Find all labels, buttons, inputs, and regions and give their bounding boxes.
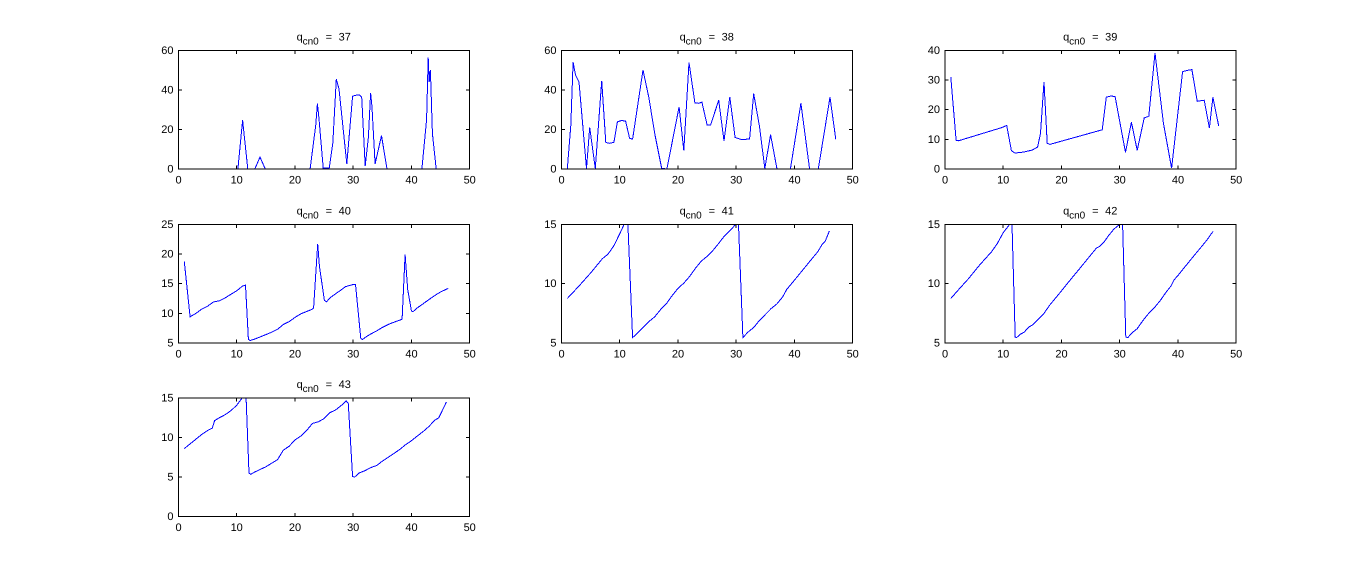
- svg-text:cn0: cn0: [303, 384, 320, 395]
- svg-text:10: 10: [161, 432, 173, 444]
- svg-text:15: 15: [161, 278, 173, 290]
- svg-text:30: 30: [1114, 175, 1126, 187]
- svg-text:0: 0: [558, 348, 564, 360]
- svg-text:5: 5: [934, 337, 940, 349]
- svg-text:25: 25: [161, 219, 173, 231]
- svg-text:20: 20: [289, 348, 301, 360]
- svg-text:10: 10: [231, 175, 243, 187]
- svg-text:cn0: cn0: [1069, 36, 1086, 47]
- svg-text:42: 42: [1105, 205, 1117, 217]
- svg-text:30: 30: [730, 348, 742, 360]
- svg-text:30: 30: [347, 522, 359, 534]
- svg-text:40: 40: [788, 175, 800, 187]
- svg-text:40: 40: [405, 348, 417, 360]
- svg-text:15: 15: [544, 219, 556, 231]
- svg-text:20: 20: [289, 175, 301, 187]
- svg-text:50: 50: [847, 175, 859, 187]
- svg-text:cn0: cn0: [686, 210, 703, 221]
- svg-text:20: 20: [672, 175, 684, 187]
- svg-text:10: 10: [997, 348, 1009, 360]
- svg-text:cn0: cn0: [686, 36, 703, 47]
- svg-text:0: 0: [550, 164, 556, 176]
- svg-text:=: =: [326, 379, 332, 391]
- svg-text:10: 10: [928, 134, 940, 146]
- svg-text:39: 39: [1105, 31, 1117, 43]
- svg-text:20: 20: [672, 348, 684, 360]
- svg-text:0: 0: [175, 522, 181, 534]
- svg-text:50: 50: [847, 348, 859, 360]
- svg-text:cn0: cn0: [303, 210, 320, 221]
- svg-text:30: 30: [730, 175, 742, 187]
- svg-text:0: 0: [175, 348, 181, 360]
- svg-text:30: 30: [347, 348, 359, 360]
- svg-text:q: q: [680, 205, 686, 217]
- svg-text:5: 5: [550, 337, 556, 349]
- svg-text:50: 50: [1230, 175, 1242, 187]
- svg-text:=: =: [326, 205, 332, 217]
- svg-text:50: 50: [1230, 348, 1242, 360]
- svg-text:30: 30: [928, 75, 940, 87]
- svg-text:50: 50: [464, 348, 476, 360]
- svg-text:5: 5: [167, 472, 173, 484]
- svg-text:=: =: [326, 31, 332, 43]
- svg-text:10: 10: [544, 278, 556, 290]
- svg-text:40: 40: [788, 348, 800, 360]
- svg-text:0: 0: [558, 175, 564, 187]
- svg-text:cn0: cn0: [303, 36, 320, 47]
- svg-text:0: 0: [175, 175, 181, 187]
- svg-text:20: 20: [928, 104, 940, 116]
- svg-text:40: 40: [544, 84, 556, 96]
- svg-text:0: 0: [167, 164, 173, 176]
- svg-text:10: 10: [161, 308, 173, 320]
- svg-text:q: q: [297, 205, 303, 217]
- svg-text:40: 40: [405, 175, 417, 187]
- svg-text:60: 60: [161, 45, 173, 57]
- svg-text:10: 10: [928, 278, 940, 290]
- svg-text:10: 10: [997, 175, 1009, 187]
- svg-text:20: 20: [544, 124, 556, 136]
- svg-text:10: 10: [614, 175, 626, 187]
- svg-text:50: 50: [464, 175, 476, 187]
- svg-text:15: 15: [928, 219, 940, 231]
- svg-text:10: 10: [231, 348, 243, 360]
- svg-text:37: 37: [339, 31, 351, 43]
- svg-text:60: 60: [544, 45, 556, 57]
- svg-text:15: 15: [161, 393, 173, 405]
- svg-text:20: 20: [161, 249, 173, 261]
- svg-text:41: 41: [722, 205, 734, 217]
- svg-text:40: 40: [1172, 348, 1184, 360]
- svg-text:40: 40: [339, 205, 351, 217]
- svg-text:40: 40: [405, 522, 417, 534]
- svg-text:0: 0: [167, 511, 173, 523]
- svg-text:=: =: [1092, 205, 1098, 217]
- svg-text:20: 20: [161, 124, 173, 136]
- svg-text:30: 30: [347, 175, 359, 187]
- svg-text:0: 0: [942, 348, 948, 360]
- svg-text:38: 38: [722, 31, 734, 43]
- svg-text:q: q: [1063, 205, 1069, 217]
- svg-text:30: 30: [1114, 348, 1126, 360]
- svg-text:q: q: [297, 379, 303, 391]
- svg-text:20: 20: [1055, 348, 1067, 360]
- svg-text:10: 10: [231, 522, 243, 534]
- svg-text:cn0: cn0: [1069, 210, 1086, 221]
- svg-text:40: 40: [928, 45, 940, 57]
- svg-text:0: 0: [934, 164, 940, 176]
- svg-text:q: q: [297, 31, 303, 43]
- svg-text:40: 40: [161, 84, 173, 96]
- svg-text:=: =: [1092, 31, 1098, 43]
- svg-text:10: 10: [614, 348, 626, 360]
- svg-text:20: 20: [289, 522, 301, 534]
- svg-text:40: 40: [1172, 175, 1184, 187]
- svg-text:5: 5: [167, 337, 173, 349]
- svg-text:0: 0: [942, 175, 948, 187]
- svg-text:50: 50: [464, 522, 476, 534]
- svg-text:q: q: [1063, 31, 1069, 43]
- svg-text:20: 20: [1055, 175, 1067, 187]
- svg-text:=: =: [709, 31, 715, 43]
- svg-text:=: =: [709, 205, 715, 217]
- svg-text:43: 43: [339, 379, 351, 391]
- svg-text:q: q: [680, 31, 686, 43]
